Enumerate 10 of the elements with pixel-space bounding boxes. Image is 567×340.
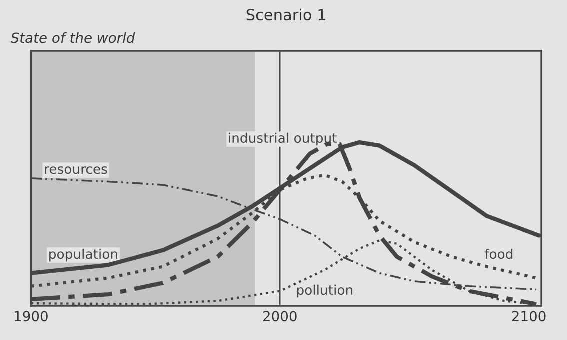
series-label: pollution bbox=[297, 284, 353, 298]
x-tick-label: 2000 bbox=[263, 311, 297, 322]
x-tick-label: 2100 bbox=[512, 311, 546, 322]
series-label: population bbox=[50, 248, 118, 262]
x-tick-label: 1900 bbox=[15, 311, 48, 322]
series-label: resources bbox=[45, 166, 108, 174]
chart-title: Scenario 1 bbox=[246, 8, 326, 21]
series-label: food bbox=[484, 248, 513, 260]
text: State of the world bbox=[10, 32, 136, 44]
series-label: industrial output bbox=[229, 132, 337, 146]
